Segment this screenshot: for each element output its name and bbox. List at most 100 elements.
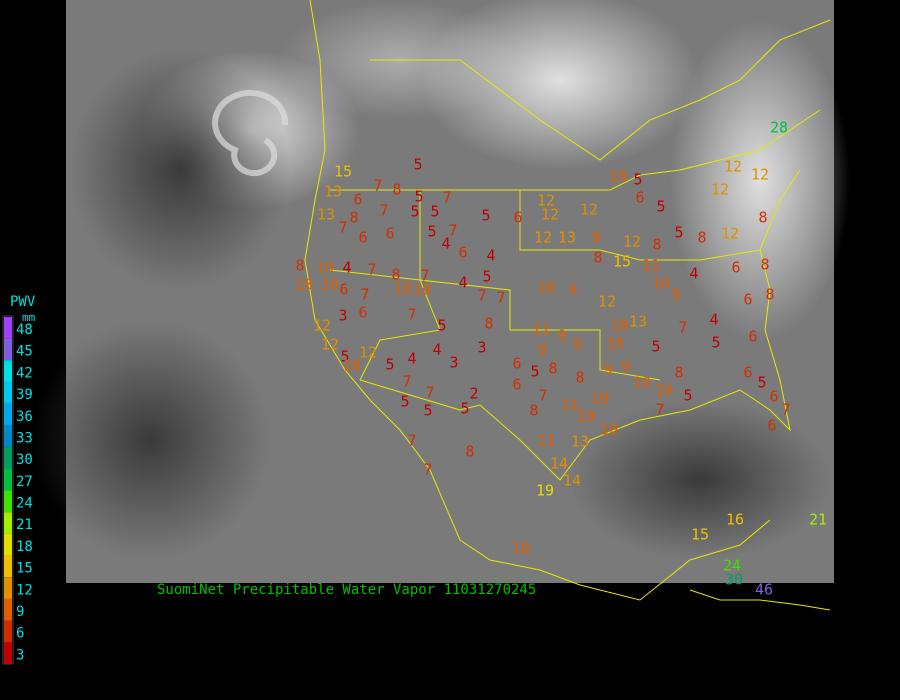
station-value: 6 bbox=[385, 225, 394, 243]
station-value: 12 bbox=[313, 317, 331, 335]
station-value: 8 bbox=[484, 315, 493, 333]
station-value: 6 bbox=[743, 291, 752, 309]
station-value: 13 bbox=[571, 433, 589, 451]
station-value: 10 bbox=[655, 382, 673, 400]
station-value: 13 bbox=[558, 229, 576, 247]
station-value: 14 bbox=[563, 472, 581, 490]
station-value: 9 bbox=[603, 361, 612, 379]
legend-swatch bbox=[4, 382, 12, 404]
station-value: 8 bbox=[391, 266, 400, 284]
station-value: 10 bbox=[652, 275, 670, 293]
station-value: 5 bbox=[427, 223, 436, 241]
station-value: 6 bbox=[512, 355, 521, 373]
station-value: 5 bbox=[413, 156, 422, 174]
station-value: 5 bbox=[410, 203, 419, 221]
station-value: 10 bbox=[295, 276, 313, 294]
station-value: 30 bbox=[725, 571, 743, 589]
station-value: 10 bbox=[537, 279, 555, 297]
station-value: 7 bbox=[373, 177, 382, 195]
station-value: 5 bbox=[481, 207, 490, 225]
legend-level: 36 bbox=[16, 409, 33, 425]
legend-swatch bbox=[4, 317, 12, 339]
station-value: 9 bbox=[591, 229, 600, 247]
borders bbox=[304, 0, 831, 611]
station-value: 13 bbox=[629, 313, 647, 331]
station-value: 5 bbox=[633, 171, 642, 189]
station-value: 12 bbox=[541, 206, 559, 224]
station-value: 8 bbox=[295, 257, 304, 275]
legend-level: 6 bbox=[16, 626, 24, 642]
station-value: 12 bbox=[321, 336, 339, 354]
legend-level: 39 bbox=[16, 387, 33, 403]
station-value: 5 bbox=[482, 268, 491, 286]
station-value: 12 bbox=[623, 233, 641, 251]
station-value: 10 bbox=[321, 276, 339, 294]
legend-swatch bbox=[4, 447, 12, 469]
station-value: 5 bbox=[414, 188, 423, 206]
station-value: 6 bbox=[635, 189, 644, 207]
station-value: 16 bbox=[726, 511, 744, 529]
station-value: 7 bbox=[407, 306, 416, 324]
station-value: 8 bbox=[652, 236, 661, 254]
station-value: 28 bbox=[770, 119, 788, 137]
station-value: 13 bbox=[324, 183, 342, 201]
station-value: 6 bbox=[353, 191, 362, 209]
map-title: SuomiNet Precipitable Water Vapor 110312… bbox=[157, 582, 536, 598]
legend-swatch bbox=[4, 338, 12, 361]
station-value: 11 bbox=[537, 432, 555, 450]
station-value: 5 bbox=[656, 198, 665, 216]
legend-level: 24 bbox=[16, 496, 33, 512]
station-value: 8 bbox=[593, 249, 602, 267]
station-value: 6 bbox=[339, 281, 348, 299]
station-value: 6 bbox=[769, 388, 778, 406]
station-value: 10 bbox=[633, 374, 651, 392]
station-value: 5 bbox=[757, 374, 766, 392]
station-value: 12 bbox=[537, 192, 555, 210]
station-value: 5 bbox=[711, 334, 720, 352]
station-value: 5 bbox=[385, 356, 394, 374]
station-value: 10 bbox=[316, 259, 334, 277]
station-value: 8 bbox=[575, 369, 584, 387]
station-value: 12 bbox=[711, 181, 729, 199]
station-value: 10 bbox=[512, 540, 530, 558]
station-value: 7 bbox=[655, 401, 664, 419]
station-value: 4 bbox=[441, 235, 450, 253]
station-value: 5 bbox=[430, 203, 439, 221]
station-value: 9 bbox=[621, 358, 630, 376]
station-value: 3 bbox=[338, 307, 347, 325]
legend-swatch bbox=[4, 577, 12, 599]
station-value: 9 bbox=[537, 341, 546, 359]
station-value: 19 bbox=[536, 482, 554, 500]
station-value: 8 bbox=[697, 229, 706, 247]
station-value: 14 bbox=[550, 455, 568, 473]
station-value: 7 bbox=[678, 319, 687, 337]
station-value: 7 bbox=[360, 286, 369, 304]
station-value: 7 bbox=[448, 222, 457, 240]
station-value: 5 bbox=[423, 402, 432, 420]
station-value: 13 bbox=[317, 206, 335, 224]
station-value: 5 bbox=[400, 393, 409, 411]
station-value: 11 bbox=[642, 257, 660, 275]
station-value: 11 bbox=[532, 321, 550, 339]
station-value: 12 bbox=[580, 201, 598, 219]
station-value: 12 bbox=[751, 166, 769, 184]
station-value: 9 bbox=[568, 281, 577, 299]
station-value: 7 bbox=[781, 401, 790, 419]
station-value: 8 bbox=[529, 402, 538, 420]
clouds bbox=[30, 0, 850, 560]
station-value: 5 bbox=[651, 338, 660, 356]
station-value: 7 bbox=[496, 289, 505, 307]
station-value: 10 bbox=[609, 168, 627, 186]
station-value: 7 bbox=[538, 387, 547, 405]
station-value: 6 bbox=[458, 244, 467, 262]
station-value: 7 bbox=[402, 373, 411, 391]
legend-level: 18 bbox=[16, 539, 33, 555]
legend-level: 12 bbox=[16, 582, 33, 598]
station-value: 15 bbox=[691, 526, 709, 544]
station-value: 8 bbox=[674, 364, 683, 382]
legend-level: 30 bbox=[16, 452, 33, 468]
station-value: 7 bbox=[423, 461, 432, 479]
station-value: 10 bbox=[413, 281, 431, 299]
legend-swatch bbox=[4, 490, 12, 513]
